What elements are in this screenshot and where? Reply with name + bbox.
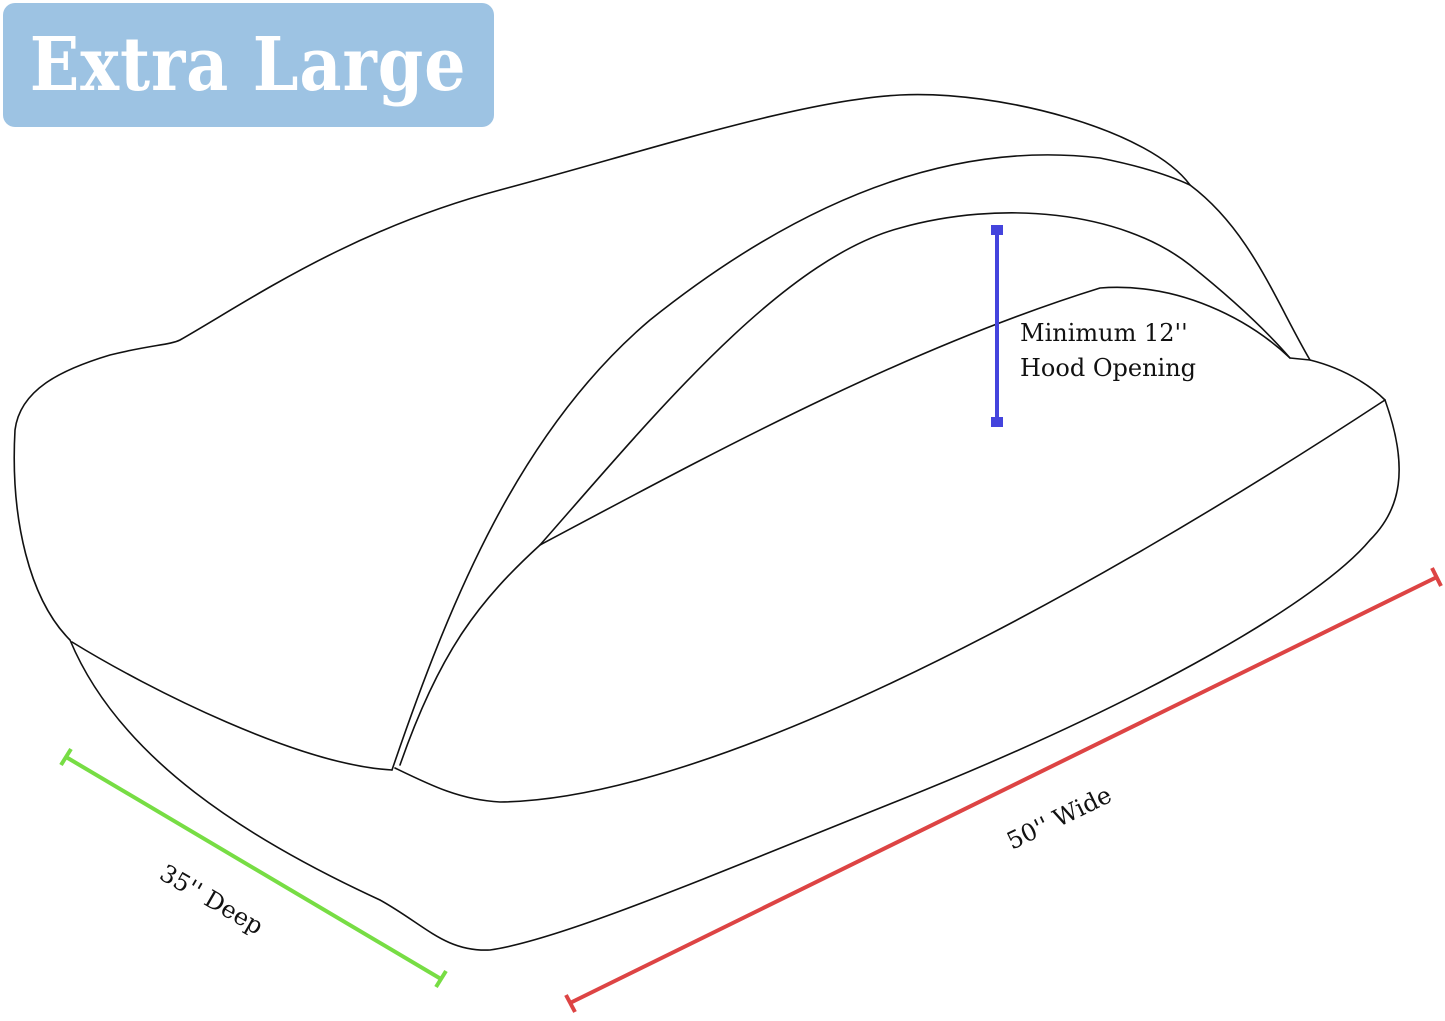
bed-outline [13,93,1400,951]
inner-platform-front [394,399,1386,803]
size-badge: Extra Large [3,3,494,127]
hood-inner-arc [399,212,1291,766]
width-label: 50'' Wide [1002,781,1116,856]
hood-label-line1: Minimum 12'' [1020,319,1188,347]
depth-measure [59,747,448,989]
left-cushion-edge [71,641,393,771]
inner-platform-back [539,286,1311,546]
depth-label: 35'' Deep [155,859,268,940]
size-title: Extra Large [30,22,467,108]
hood-label-line2: Hood Opening [1020,354,1196,382]
hood-height-measure [991,225,1003,427]
width-measure [564,567,1443,1013]
hood-outer-arc [391,154,1191,771]
